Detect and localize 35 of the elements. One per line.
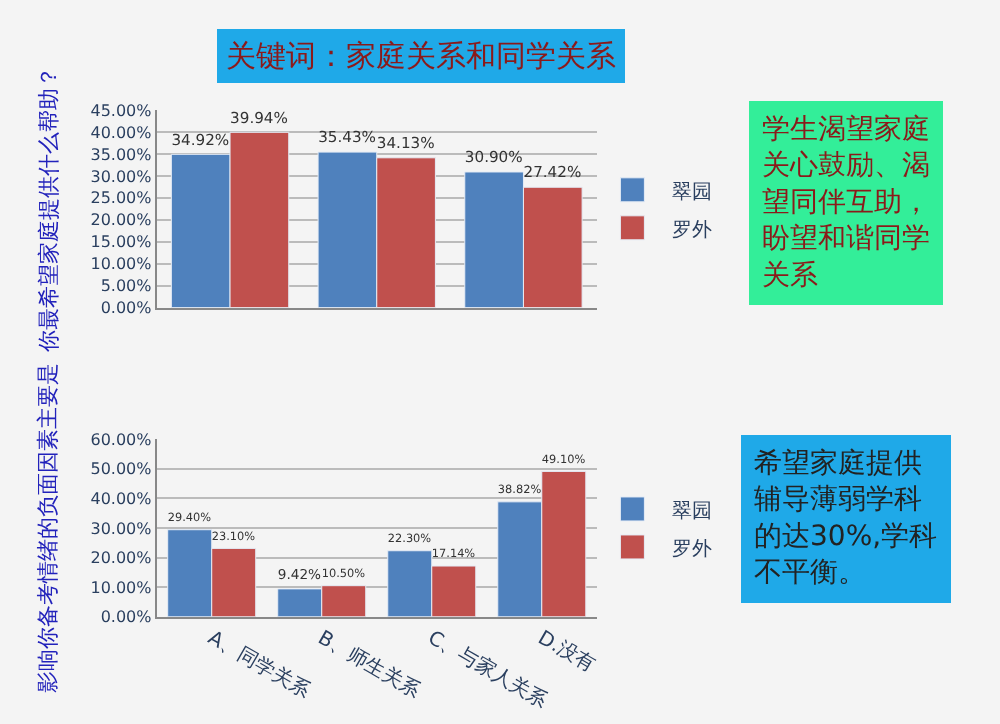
y-tick-label: 25.00%	[90, 189, 153, 208]
y-tick-label: 40.00%	[90, 123, 153, 142]
data-label: 30.90%	[464, 148, 523, 167]
legend-label: 翠园	[672, 500, 713, 523]
legend-label: 罗外	[672, 538, 713, 561]
x-tick-label: A、同学关系	[203, 625, 315, 704]
x-tick-label: B、师生关系	[313, 625, 425, 704]
y-tick-label: 45.00%	[90, 101, 153, 120]
y-tick-label: 15.00%	[90, 233, 153, 252]
y-axis-title: 你最希望家庭提供什么帮助？	[36, 65, 63, 352]
y-tick-label: 5.00%	[100, 277, 153, 296]
text: 学生渴望家庭关心鼓励、渴望同伴互助，盼望和谐同学关系	[762, 114, 930, 292]
y-tick-label: 30.00%	[90, 519, 153, 538]
data-label: 27.42%	[523, 163, 582, 182]
y-tick-label: 0.00%	[100, 608, 153, 627]
y-tick-label: 60.00%	[90, 430, 153, 449]
data-label: 34.92%	[171, 130, 230, 149]
data-label: 34.13%	[376, 134, 435, 152]
y-tick-label: 40.00%	[90, 489, 153, 508]
y-tick-label: 10.00%	[90, 578, 153, 597]
y-tick-label: 30.00%	[90, 167, 153, 186]
legend-label: 翠园	[672, 181, 713, 204]
y-tick-label: 0.00%	[100, 299, 153, 318]
y-axis-title: 影响你备考情绪的负面因素主要是	[35, 363, 62, 694]
legend-label: 罗外	[672, 219, 713, 242]
text: 希望家庭提供辅导薄弱学科的达30%,学科不平衡。	[754, 448, 938, 590]
chart-title: 关键词：家庭关系和同学关系	[226, 38, 616, 74]
data-label: 35.43%	[318, 128, 376, 147]
x-tick-label: D.没有	[533, 625, 600, 678]
y-tick-label: 35.00%	[90, 145, 153, 164]
y-tick-label: 50.00%	[90, 460, 153, 479]
y-tick-label: 20.00%	[90, 211, 153, 230]
y-tick-label: 20.00%	[90, 549, 153, 568]
data-label: 39.94%	[230, 108, 288, 127]
y-tick-label: 10.00%	[90, 255, 153, 274]
